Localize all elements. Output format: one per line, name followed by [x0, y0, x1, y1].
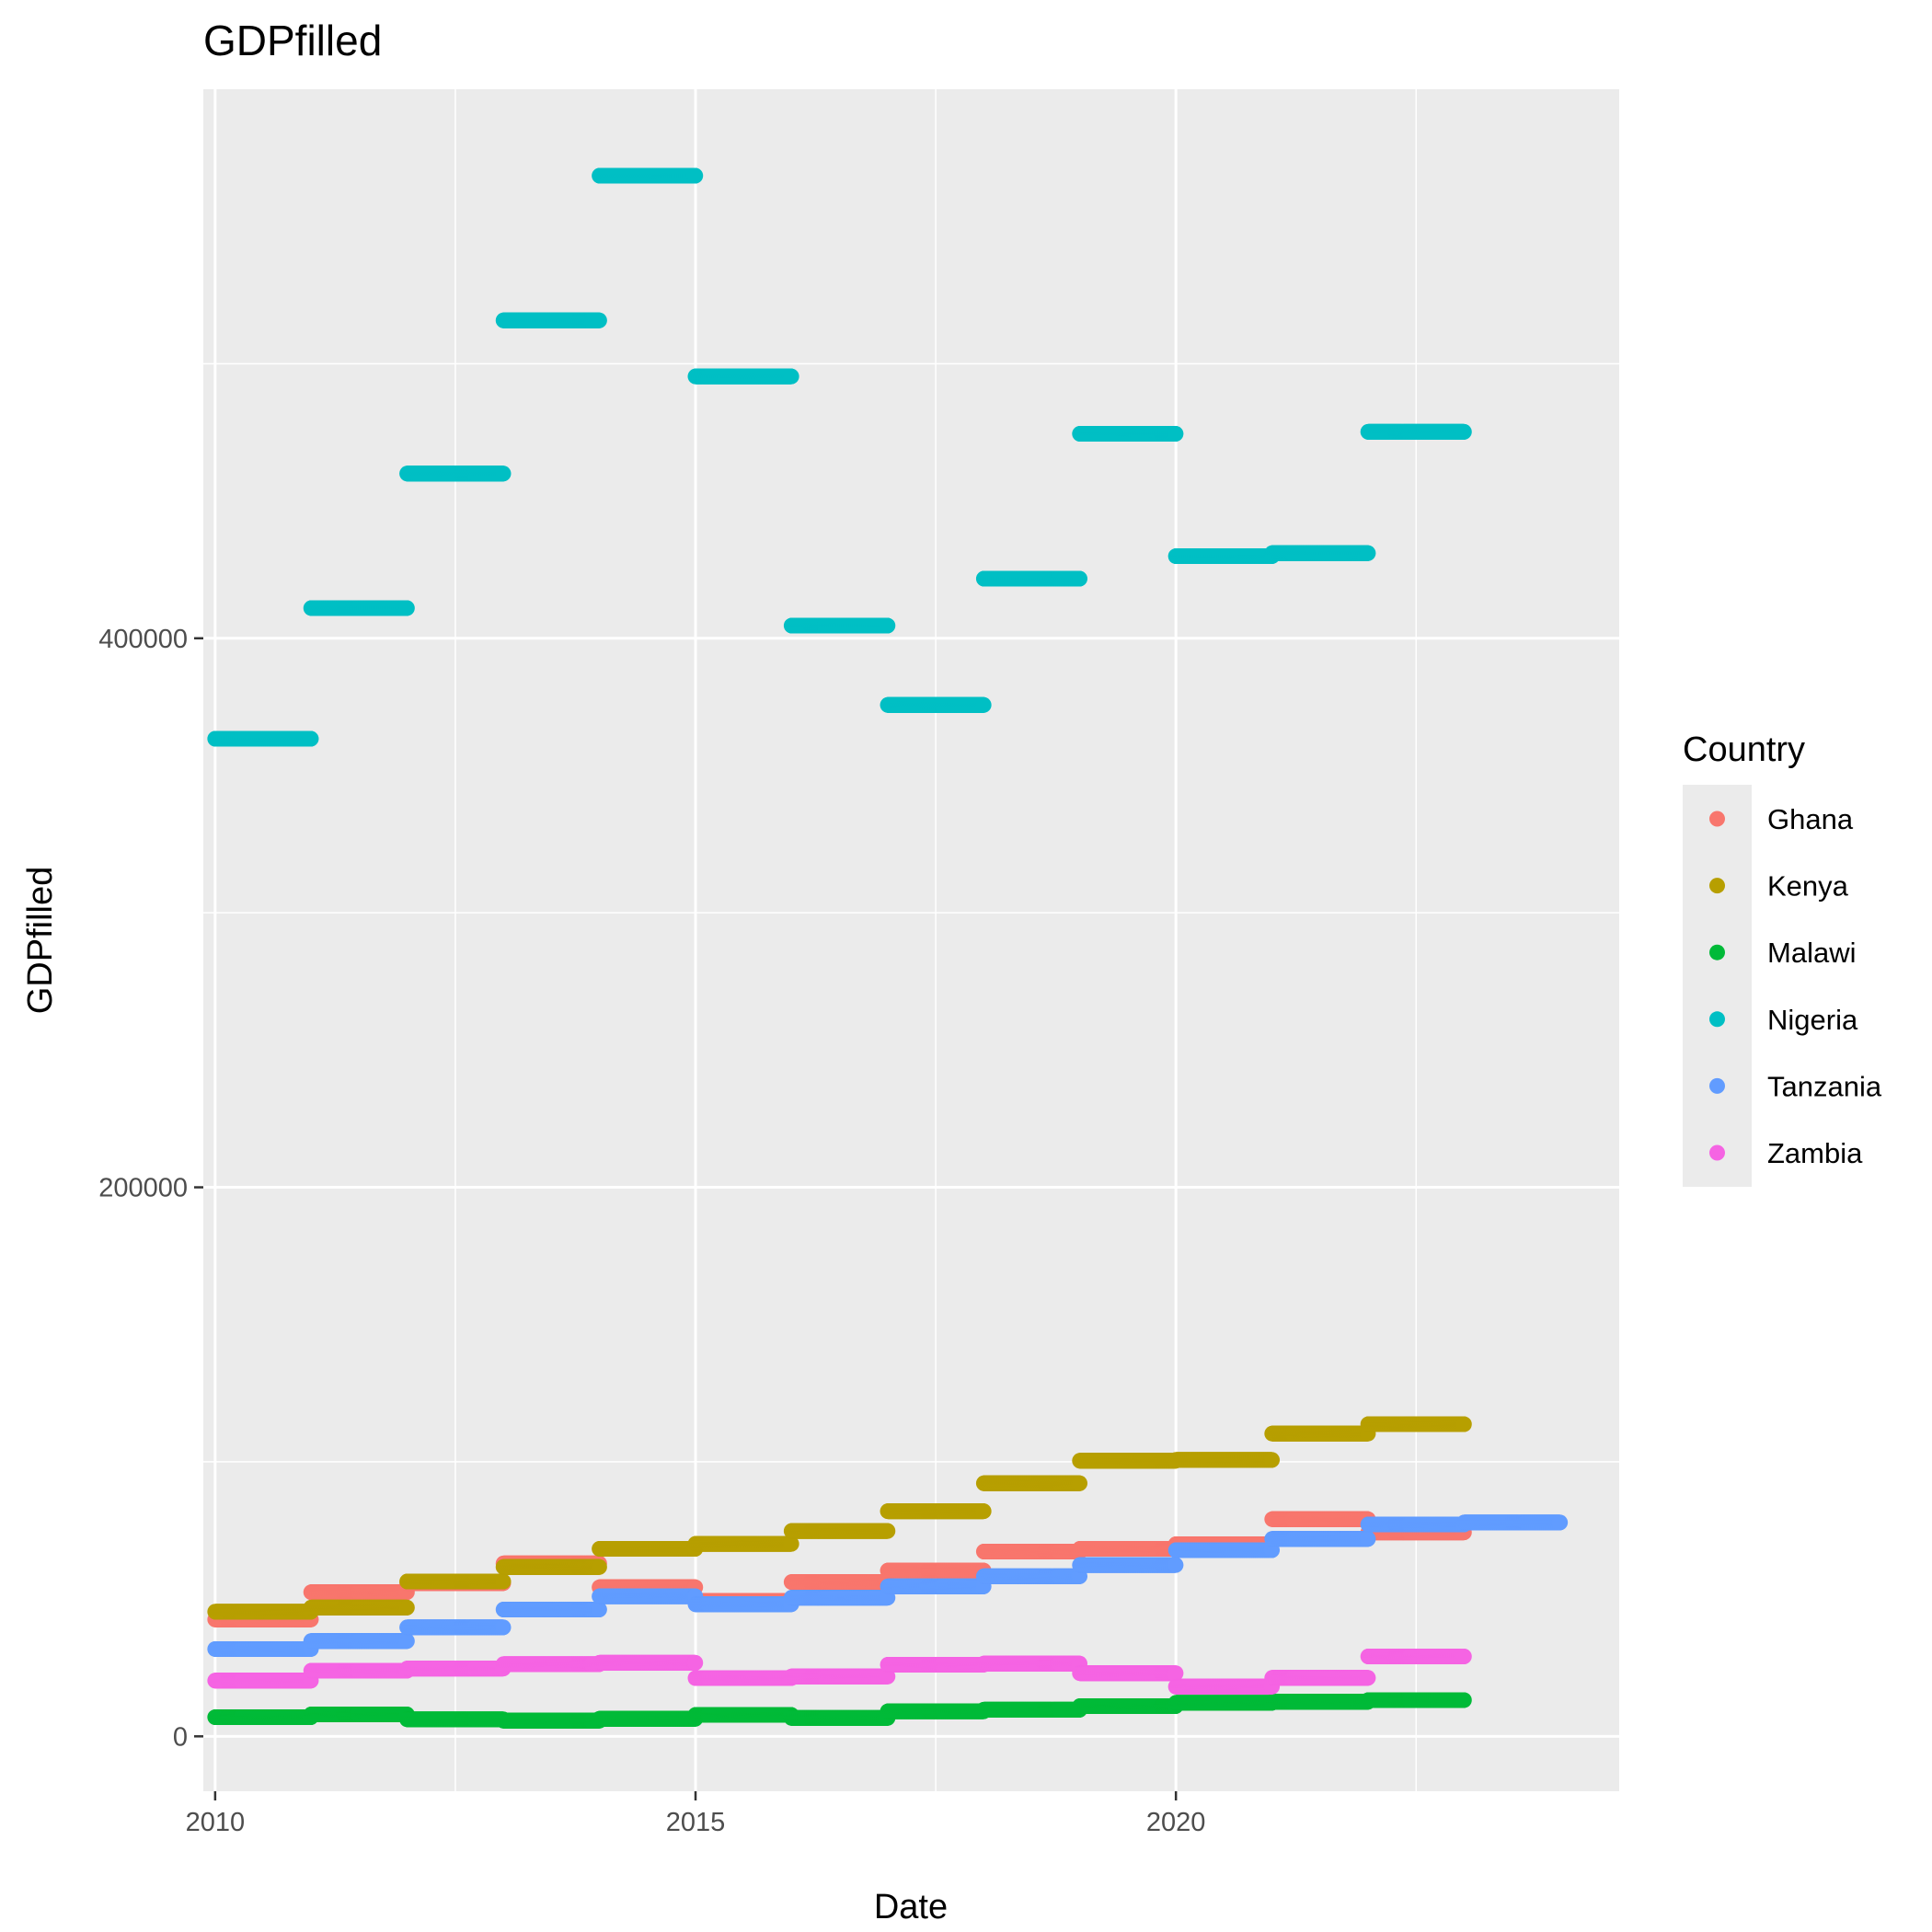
grid-minor: [203, 89, 1619, 1791]
data-points: [207, 167, 1569, 1729]
